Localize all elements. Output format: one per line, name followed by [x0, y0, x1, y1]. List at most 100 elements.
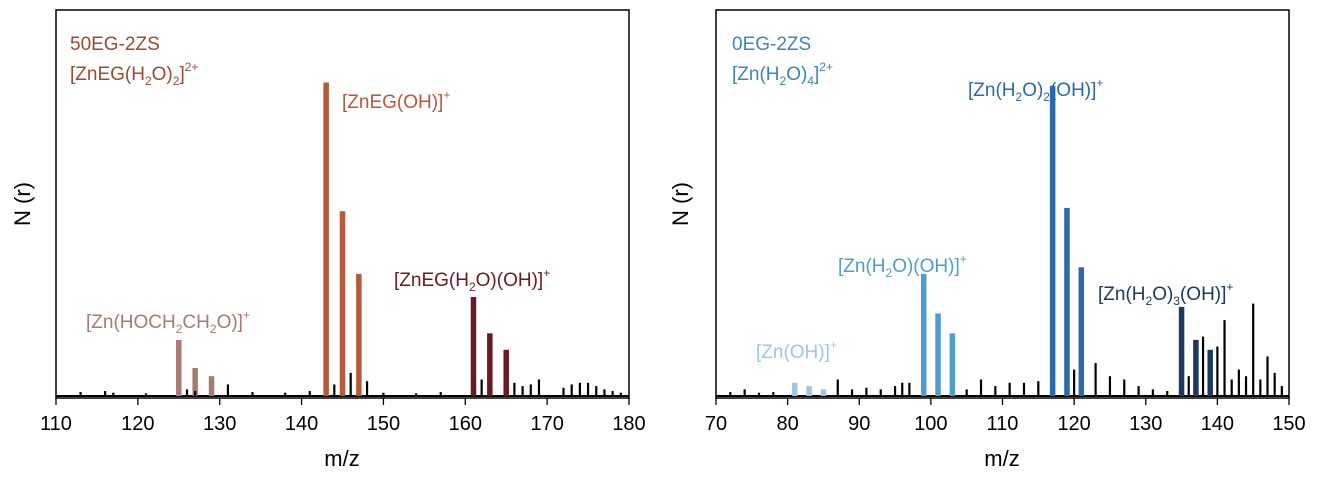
x-tick-label-right-80: 80 [777, 413, 799, 435]
peak-bar-right-baseline-111 [1008, 382, 1011, 396]
peak-bar-right-baseline-123 [1094, 363, 1097, 396]
peak-bar-right-baseline-115 [1037, 381, 1040, 396]
peak-bar-left-baseline-173 [570, 384, 573, 396]
peak-bar-right-a-81 [792, 382, 798, 396]
peak-bar-right-baseline-78 [772, 392, 775, 396]
peak-bar-left-baseline-148 [365, 381, 369, 396]
peak-bar-right-baseline-76 [757, 392, 761, 396]
peak-bar-right-a-85 [820, 389, 827, 396]
peak-bar-right-baseline-105 [965, 389, 968, 396]
peak-bar-right-baseline-145 [1252, 303, 1255, 396]
peak-bar-right-c-121 [1078, 267, 1085, 396]
peak-bar-left-baseline-127 [194, 391, 197, 396]
peak-bar-left-baseline-117 [112, 392, 115, 396]
panel-left: 110 120 130 140 150 160 170 180 m/z N (r) 50EG-… [10, 9, 646, 471]
peak-bar-right-baseline-72 [729, 392, 732, 396]
sample-label-left: 50EG-2ZS [70, 34, 160, 55]
peak-bar-right-baseline-113 [1022, 382, 1026, 396]
peak-bar-left-b-145 [339, 211, 346, 396]
peak-bar-right-baseline-136 [1187, 376, 1190, 396]
x-tick-label-right-90: 90 [848, 413, 870, 435]
peak-bar-left-baseline-113 [79, 392, 82, 396]
x-ticks-left: 110 120 130 140 150 160 170 180 [40, 398, 646, 435]
peak-bar-left-a-125 [176, 339, 182, 396]
peak-bar-right-baseline-146 [1259, 379, 1262, 396]
peak-bar-right-c-117 [1049, 85, 1056, 397]
plot-frame-left [55, 9, 630, 399]
peak-bar-right-baseline-93 [879, 389, 882, 396]
peak-bar-right-baseline-109 [994, 386, 997, 396]
peak-bar-right-b-103 [949, 333, 956, 396]
peak-bar-left-baseline-121 [144, 393, 148, 396]
x-tick-label-left-160: 160 [449, 413, 482, 435]
peak-d-label-right: [Zn(H2O)3(OH)]+ [1098, 280, 1233, 308]
peak-bar-left-c-161 [470, 297, 477, 396]
peak-bar-left-baseline-126 [185, 389, 189, 396]
peak-bar-right-d-139 [1207, 349, 1213, 396]
peak-bar-left-baseline-157 [439, 392, 442, 396]
x-ticks-right: 70 80 90 100 110 120 130 140 150 [705, 398, 1306, 435]
peak-a-label-left: [Zn(HOCH2CH2O)]+ [86, 308, 250, 336]
peak-bar-right-baseline-149 [1280, 386, 1283, 396]
peak-bar-left-baseline-154 [415, 393, 418, 396]
x-tick-label-left-130: 130 [203, 413, 236, 435]
x-tick-label-left-170: 170 [530, 413, 563, 435]
x-tick-label-right-150: 150 [1272, 413, 1305, 435]
x-axis-label-left: m/z [324, 446, 359, 471]
peak-bar-left-baseline-131 [226, 384, 229, 396]
peak-c-label-right: [Zn(H2O)2(OH)]+ [968, 76, 1103, 104]
peak-bar-left-baseline-146 [349, 372, 352, 396]
peak-a-label-right: [Zn(OH)]+ [756, 338, 837, 363]
peak-b-label-left: [ZnEG(OH)]+ [342, 88, 450, 113]
bars-right [716, 85, 1289, 397]
peak-bar-right-baseline-89 [850, 389, 854, 396]
peak-bar-left-c-165 [503, 349, 509, 396]
x-tick-label-left-140: 140 [285, 413, 318, 435]
peak-bar-right-baseline-144 [1244, 376, 1248, 396]
peak-bar-left-baseline-179 [619, 392, 622, 396]
panel-right: 70 80 90 100 110 120 130 140 150 m/z N (r) 0EG-2… [668, 9, 1306, 471]
peak-bar-right-baseline-125 [1108, 376, 1112, 396]
peak-bar-left-baseline-141 [308, 391, 311, 396]
x-axis-label-right: m/z [984, 446, 1019, 471]
sample-label-right: 0EG-2ZS [732, 34, 811, 55]
peak-bar-right-baseline-147 [1266, 356, 1269, 396]
peak-bar-left-a-129 [208, 376, 215, 396]
peak-bar-left-baseline-169 [537, 379, 541, 396]
peak-bar-left-baseline-116 [104, 391, 107, 396]
peak-bar-right-baseline-91 [865, 387, 868, 396]
x-tick-label-right-100: 100 [914, 413, 947, 435]
peak-bar-right-baseline-143 [1237, 369, 1240, 396]
peak-bar-left-c-163 [487, 333, 493, 396]
peak-bar-left-baseline-167 [521, 386, 524, 396]
peak-bar-left-baseline-176 [595, 386, 598, 396]
peak-bar-right-c-119 [1064, 207, 1070, 396]
peak-bar-left-baseline-172 [562, 387, 565, 396]
peak-bar-left-baseline-177 [603, 389, 606, 396]
peak-bar-left-baseline-178 [611, 391, 614, 396]
peak-bar-right-baseline-96 [901, 382, 904, 396]
x-tick-label-left-150: 150 [367, 413, 400, 435]
x-tick-label-right-70: 70 [705, 413, 727, 435]
peak-bar-right-b-99 [920, 273, 927, 396]
peak-bar-right-baseline-95 [893, 386, 897, 396]
peak-bar-left-baseline-168 [529, 384, 532, 396]
peak-bar-left-baseline-174 [578, 382, 581, 396]
peak-bar-right-baseline-87 [836, 379, 839, 396]
x-tick-label-left-180: 180 [612, 413, 645, 435]
x-tick-label-right-140: 140 [1201, 413, 1234, 435]
peak-bar-left-baseline-134 [251, 392, 254, 396]
peak-bar-left-baseline-166 [513, 382, 516, 396]
peak-bar-left-baseline-162 [480, 379, 483, 396]
x-tick-label-right-110: 110 [987, 413, 1019, 435]
peak-bar-left-baseline-138 [284, 392, 287, 396]
x-tick-label-left-120: 120 [121, 413, 154, 435]
peak-bar-right-baseline-131 [1151, 389, 1155, 396]
peak-bar-left-baseline-144 [333, 384, 336, 396]
peak-bar-left-b-143 [323, 82, 329, 396]
peak-bar-right-baseline-107 [979, 379, 983, 396]
peak-bar-right-baseline-148 [1273, 372, 1276, 396]
peak-bar-left-b-147 [356, 273, 362, 396]
peak-bar-right-a-83 [806, 386, 812, 396]
